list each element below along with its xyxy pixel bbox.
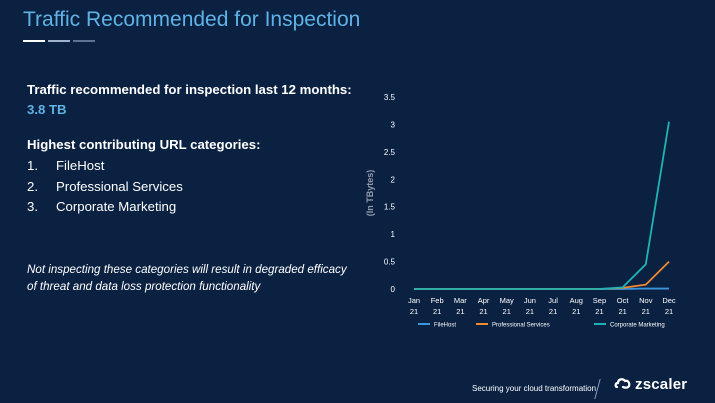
legend-label: Corporate Marketing [610,323,665,329]
x-tick-label-month: Oct [617,296,630,305]
y-tick-label: 2 [391,175,396,184]
list-item-number: 1. [27,158,38,173]
underline-segment [48,40,70,42]
y-tick-label: 0 [391,285,396,294]
y-tick-label: 1 [391,230,396,239]
x-tick-label-month: Aug [570,296,583,305]
y-tick-label: 2.5 [384,148,396,157]
x-tick-label-year: 21 [433,307,441,316]
list-item: 3. Corporate Marketing [27,197,357,218]
logo-wordmark: zscaler [635,375,688,393]
underline-segment [73,40,95,42]
x-tick-label-year: 21 [456,307,464,316]
x-tick-label-month: May [500,296,514,305]
categories-heading: Highest contributing URL categories: [27,137,261,152]
legend-label: FileHost [434,323,456,329]
x-tick-label-year: 21 [642,307,650,316]
y-tick-label: 1.5 [384,203,396,212]
underline-segment [23,40,45,42]
x-tick-label-year: 21 [618,307,626,316]
x-tick-label-month: Jul [548,296,558,305]
footer-tagline: Securing your cloud transformation [472,384,597,393]
x-tick-label-month: Apr [478,296,490,305]
series-line-professional-services [414,260,670,290]
traffic-total-value: 3.8 TB [27,102,67,117]
x-tick-label-year: 21 [595,307,603,316]
x-tick-label-month: Sep [593,296,606,305]
zscaler-cloud-icon [614,378,631,389]
title-underline [23,40,95,42]
x-tick-label-year: 21 [479,307,487,316]
x-tick-label-year: 21 [503,307,511,316]
warning-note: Not inspecting these categories will res… [27,263,347,293]
traffic-summary: Traffic recommended for inspection last … [27,80,357,120]
list-item-label: FileHost [56,158,105,173]
summary-panel: Traffic recommended for inspection last … [27,80,357,218]
y-axis-label: (In TBytes) [365,170,375,217]
category-list: 1. FileHost 2. Professional Services 3. … [27,156,357,218]
x-tick-label-year: 21 [526,307,534,316]
x-tick-label-year: 21 [572,307,580,316]
list-item-number: 3. [27,199,38,214]
x-tick-label-month: Mar [454,296,467,305]
traffic-summary-text: Traffic recommended for inspection last … [27,82,352,97]
y-tick-label: 3 [391,120,396,129]
list-item: 1. FileHost [27,156,357,177]
x-tick-label-month: Feb [431,296,444,305]
x-tick-label-month: Jun [524,296,536,305]
x-tick-label-month: Dec [662,296,676,305]
legend-label: Professional Services [492,323,550,329]
list-item-label: Professional Services [56,178,183,194]
traffic-line-chart: 0 0.5 1 1.5 2 2.5 3 3.5 (In TBytes) Jan 21 Feb 21 Mar… [365,93,676,329]
series-line-corporate-marketing [414,121,670,290]
x-tick-label-month: Nov [639,296,653,305]
list-item-number: 2. [27,178,38,194]
x-tick-label-year: 21 [549,307,557,316]
page-title: Traffic Recommended for Inspection [23,8,361,31]
list-item: 2. Professional Services [27,177,357,198]
list-item-label: Corporate Marketing [56,199,177,214]
x-tick-label-year: 21 [410,307,418,316]
x-tick-label-year: 21 [665,307,673,316]
x-tick-label-month: Jan [408,296,420,305]
y-tick-label: 3.5 [384,93,396,102]
y-tick-label: 0.5 [384,258,396,267]
zscaler-logo: zscaler [614,375,687,393]
